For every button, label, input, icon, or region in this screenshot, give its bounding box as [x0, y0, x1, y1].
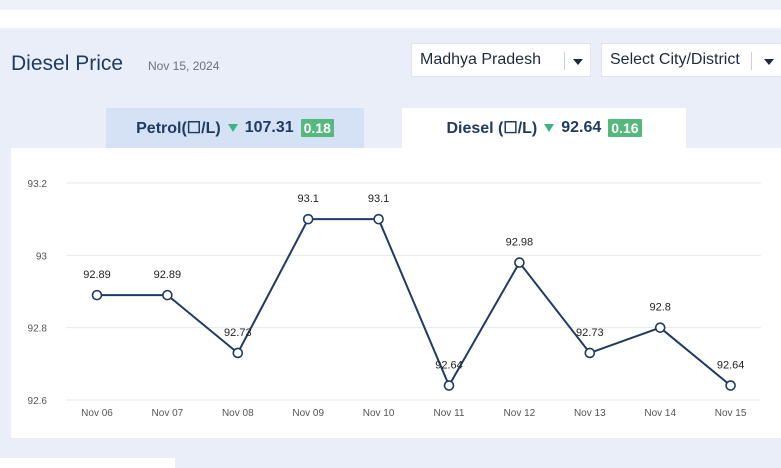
top-strip: [0, 10, 781, 28]
data-point: [302, 213, 314, 225]
tab-petrol[interactable]: Petrol(☐/L) 107.31 0.18: [106, 108, 364, 148]
tab-diesel[interactable]: Diesel (☐/L) 92.64 0.16: [402, 108, 686, 148]
select-divider: [564, 52, 565, 70]
data-label: 93.1: [368, 193, 389, 205]
city-select-placeholder: Select City/District: [610, 51, 740, 68]
y-tick-label: 93: [36, 251, 48, 262]
city-select[interactable]: Select City/District: [601, 43, 781, 77]
price-date: Nov 15, 2024: [148, 59, 220, 73]
tab-diesel-change-badge: 0.16: [608, 119, 642, 137]
data-label: 92.73: [576, 327, 604, 339]
data-point: [91, 289, 103, 301]
data-point: [725, 380, 736, 391]
data-point: [373, 213, 384, 225]
tab-petrol-label: Petrol(☐/L): [136, 120, 221, 137]
x-tick-label: Nov 07: [152, 408, 184, 419]
tab-diesel-label: Diesel (☐/L): [446, 120, 538, 137]
trend-down-icon: [544, 124, 555, 132]
x-tick-label: Nov 10: [363, 408, 395, 419]
y-tick-label: 92.6: [28, 396, 48, 407]
x-tick-label: Nov 09: [292, 408, 324, 419]
x-tick-label: Nov 11: [434, 408, 465, 419]
data-label: 93.1: [297, 193, 318, 205]
chevron-down-icon: [573, 59, 583, 65]
tab-diesel-price: 92.64: [561, 119, 602, 136]
data-point: [232, 347, 244, 359]
data-label: 92.8: [649, 302, 670, 314]
tab-petrol-change-badge: 0.18: [300, 119, 334, 137]
data-point: [514, 257, 525, 268]
tab-petrol-price: 107.31: [244, 119, 294, 136]
price-line-chart: 92.6 92.8 93 93.2 Nov 06 Nov 07 Nov 08 Nov 09 No…: [28, 179, 761, 419]
trend-down-icon: [227, 124, 238, 132]
select-divider: [751, 52, 752, 70]
state-select[interactable]: Madhya Pradesh: [411, 43, 591, 77]
x-tick-label: Nov 15: [715, 408, 747, 419]
chevron-down-icon: [764, 59, 774, 65]
series-line: [97, 218, 732, 388]
bottom-strip: [0, 458, 175, 468]
data-label: 92.64: [435, 360, 463, 372]
x-tick-label: Nov 13: [574, 408, 606, 419]
y-tick-label: 92.8: [28, 324, 48, 335]
data-label: 92.73: [224, 327, 252, 339]
data-point: [443, 380, 455, 391]
data-label: 92.89: [154, 269, 182, 281]
data-label: 92.89: [83, 269, 111, 281]
data-label: 92.98: [506, 237, 534, 249]
x-tick-label: Nov 14: [644, 408, 676, 419]
state-select-value: Madhya Pradesh: [420, 51, 541, 68]
x-tick-label: Nov 08: [222, 408, 254, 419]
price-chart: 92.6 92.8 93 93.2 Nov 06 Nov 07 Nov 08 Nov 09 No…: [11, 148, 781, 438]
data-label: 92.64: [717, 360, 745, 372]
x-tick-label: Nov 12: [504, 408, 536, 419]
data-point: [654, 322, 666, 333]
data-point: [162, 289, 173, 301]
x-tick-label: Nov 06: [81, 408, 113, 419]
data-point: [584, 347, 596, 359]
y-tick-label: 93.2: [28, 179, 48, 190]
page-title: Diesel Price: [11, 52, 124, 75]
